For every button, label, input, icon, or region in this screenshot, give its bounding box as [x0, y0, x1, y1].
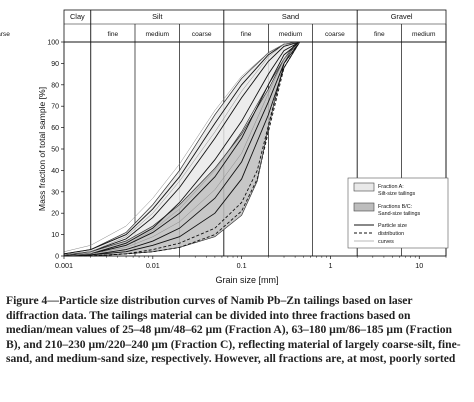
- size-class-label: Sand: [282, 12, 299, 21]
- size-subclass-label: fine: [241, 31, 252, 38]
- legend-label-solid: Particle size: [378, 223, 407, 229]
- distribution-curve: [64, 41, 301, 257]
- legend-label2-fraction-bc: Sand-size tailings: [378, 211, 421, 217]
- legend-swatch-fraction-bc: [353, 202, 375, 212]
- size-class-label: Silt: [152, 12, 162, 21]
- y-axis-label: Mass fraction of total sample [%]: [37, 87, 47, 211]
- size-subclass-label: medium: [146, 31, 170, 38]
- y-tick-label: 60: [51, 125, 59, 132]
- distribution-curve: [63, 41, 300, 256]
- header-frame: [63, 9, 447, 43]
- distribution-curve: [63, 41, 300, 255]
- y-tick-label: 70: [51, 104, 59, 111]
- y-tick-label: 90: [51, 61, 59, 68]
- size-class-label: Gravel: [391, 12, 413, 21]
- y-tick-label: 20: [51, 211, 59, 218]
- y-tick-label: 100: [47, 40, 59, 47]
- particle-size-chart: Clay Silt fine medium coarse Sand fine medium co…: [0, 9, 449, 285]
- legend-swatch-fraction-a: [353, 182, 375, 192]
- legend-label-fraction-a: Fraction A:: [378, 184, 404, 190]
- y-tick-label: 0: [55, 254, 59, 261]
- y-tick-label: 80: [51, 82, 59, 89]
- y-tick-label: 10: [51, 232, 59, 239]
- distribution-curves: [63, 41, 301, 257]
- axes: 0 10 20 30 40 50 60 70 80 90 100 0.001 0.01 0.1 1 10: [47, 40, 447, 270]
- x-tick-label: 0.1: [237, 261, 247, 270]
- x-tick-label: 0.001: [55, 261, 73, 270]
- size-class-header: Clay Silt fine medium coarse Sand fine medium co…: [0, 9, 447, 43]
- y-tick-label: 40: [51, 168, 59, 175]
- distribution-curve: [63, 41, 301, 257]
- x-tick-label: 1: [328, 261, 332, 270]
- distribution-curve: [63, 41, 301, 257]
- size-subclass-label: medium: [279, 31, 303, 38]
- x-axis-label: Grain size [mm]: [215, 275, 278, 285]
- size-subclass-label: fine: [108, 31, 119, 38]
- size-subclass-label: coarse: [0, 31, 10, 38]
- y-tick-label: 50: [51, 147, 59, 154]
- size-subclass-label: coarse: [325, 31, 345, 38]
- x-tick-label: 10: [415, 261, 423, 270]
- x-tick-label: 0.01: [146, 261, 160, 270]
- distribution-curve: [63, 41, 300, 257]
- legend-label-dashed: distribution: [378, 231, 404, 237]
- distribution-curve: [63, 41, 300, 252]
- size-subclass-label: fine: [374, 31, 385, 38]
- distribution-curve: [63, 41, 300, 257]
- size-subclass-label: medium: [412, 31, 436, 38]
- figure-caption: Figure 4—Particle size distribution curv…: [6, 294, 461, 366]
- legend: Fraction A: Silt-size tailings Fractions…: [347, 177, 449, 249]
- y-tick-label: 30: [51, 189, 59, 196]
- legend-label-fraction-bc: Fractions B/C:: [378, 204, 412, 210]
- distribution-curve: [63, 41, 300, 257]
- legend-label2-fraction-a: Silt-size tailings: [378, 191, 415, 197]
- legend-label-thin: curves: [378, 239, 394, 245]
- distribution-curve: [63, 41, 300, 256]
- size-class-label: Clay: [70, 12, 85, 21]
- size-subclass-label: coarse: [192, 31, 212, 38]
